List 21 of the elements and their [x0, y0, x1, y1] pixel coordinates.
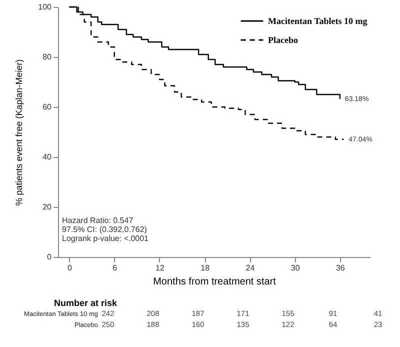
x-tick-label: 0	[68, 264, 73, 272]
y-tick-label: 40	[42, 152, 52, 162]
annotation: 97.5% CI: (0.392,0.762)	[62, 225, 148, 234]
x-tick-label: 18	[200, 264, 210, 272]
y-tick-label: 80	[42, 52, 52, 62]
y-tick-label: 60	[42, 102, 52, 112]
x-tick-label: 12	[156, 264, 165, 272]
y-tick-label: 0	[47, 252, 52, 262]
text: Number at risk	[54, 298, 118, 308]
x-axis-title: Months from treatment start	[153, 276, 276, 288]
legend-label: Macitentan Tablets 10 mg	[268, 16, 368, 26]
x-tick-label: 24	[246, 264, 256, 272]
y-axis-title: % patients event free (Kaplan-Meier)	[14, 59, 24, 206]
legend-label: Placebo	[268, 35, 298, 45]
annotation: Logrank p-value: <.0001	[62, 234, 150, 243]
x-tick-label: 30	[290, 264, 300, 272]
y-tick-label: 100	[38, 2, 52, 12]
x-tick-label: 36	[336, 264, 346, 272]
y-tick-label: 20	[42, 202, 52, 212]
x-tick-label: 6	[112, 264, 118, 272]
annotation: Hazard Ratio: 0.547	[62, 216, 134, 225]
